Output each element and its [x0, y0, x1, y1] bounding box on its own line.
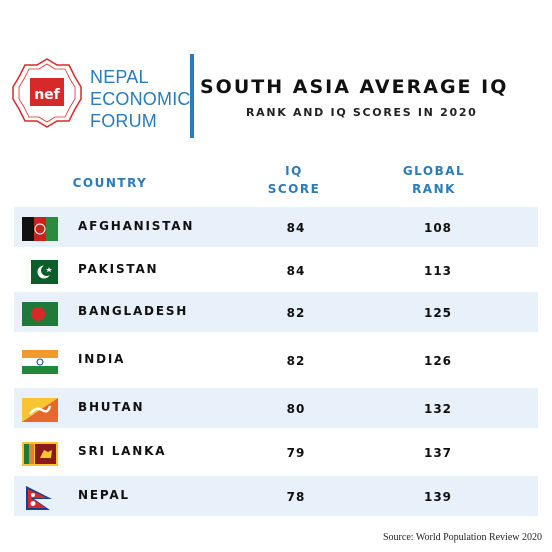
- country-name: INDIA: [78, 352, 126, 366]
- country-name: BANGLADESH: [78, 304, 189, 318]
- pakistan-flag: [22, 260, 58, 284]
- nef-logo: nef: [12, 58, 82, 128]
- country-name: SRI LANKA: [78, 444, 167, 458]
- iq-score: 80: [286, 402, 306, 416]
- column-header-iq: IQ SCORE: [262, 162, 326, 198]
- header-divider: [190, 54, 194, 138]
- iq-score: 84: [286, 264, 306, 278]
- afghanistan-flag: [22, 217, 58, 241]
- column-header-rank-line-1: GLOBAL: [402, 164, 466, 178]
- table-row: PAKISTAN 84 113: [14, 250, 538, 290]
- table-row: BHUTAN 80 132: [14, 388, 538, 428]
- global-rank: 113: [423, 264, 453, 278]
- nepal-flag: [26, 486, 52, 510]
- bhutan-flag: [22, 398, 58, 422]
- chart-subtitle: RANK AND IQ SCORES IN 2020: [246, 106, 478, 119]
- global-rank: 108: [423, 221, 453, 235]
- country-name: BHUTAN: [78, 400, 145, 414]
- source-note: Source: World Population Review 2020: [383, 532, 542, 543]
- iq-score: 82: [286, 354, 306, 368]
- column-header-rank-line-2: RANK: [412, 182, 456, 196]
- country-name: NEPAL: [78, 488, 130, 502]
- table-row: INDIA 82 126: [14, 340, 538, 380]
- table-row: NEPAL 78 139: [14, 476, 538, 516]
- org-name-line-3: FORUM: [90, 111, 157, 131]
- org-name-line-2: ECONOMIC: [90, 89, 191, 109]
- column-header-iq-line-2: SCORE: [267, 182, 321, 196]
- global-rank: 137: [423, 446, 453, 460]
- table-row: SRI LANKA 79 137: [14, 432, 538, 472]
- sri-lanka-flag: [22, 442, 58, 466]
- india-flag: [22, 350, 58, 374]
- column-header-country: COUNTRY: [72, 176, 148, 190]
- iq-score: 82: [286, 306, 306, 320]
- column-header-rank: GLOBAL RANK: [398, 162, 470, 198]
- iq-score: 84: [286, 221, 306, 235]
- table-row: AFGHANISTAN 84 108: [14, 207, 538, 247]
- global-rank: 125: [423, 306, 453, 320]
- global-rank: 139: [423, 490, 453, 504]
- country-name: PAKISTAN: [78, 262, 159, 276]
- global-rank: 126: [423, 354, 453, 368]
- chart-title: SOUTH ASIA AVERAGE IQ: [200, 76, 509, 98]
- global-rank: 132: [423, 402, 453, 416]
- iq-score: 78: [286, 490, 306, 504]
- org-name-line-1: NEPAL: [90, 67, 149, 87]
- logo-text: nef: [34, 87, 60, 103]
- iq-score: 79: [286, 446, 306, 460]
- bangladesh-flag: [22, 302, 58, 326]
- column-header-iq-line-1: IQ: [285, 164, 303, 178]
- country-name: AFGHANISTAN: [78, 219, 195, 233]
- table-row: BANGLADESH 82 125: [14, 292, 538, 332]
